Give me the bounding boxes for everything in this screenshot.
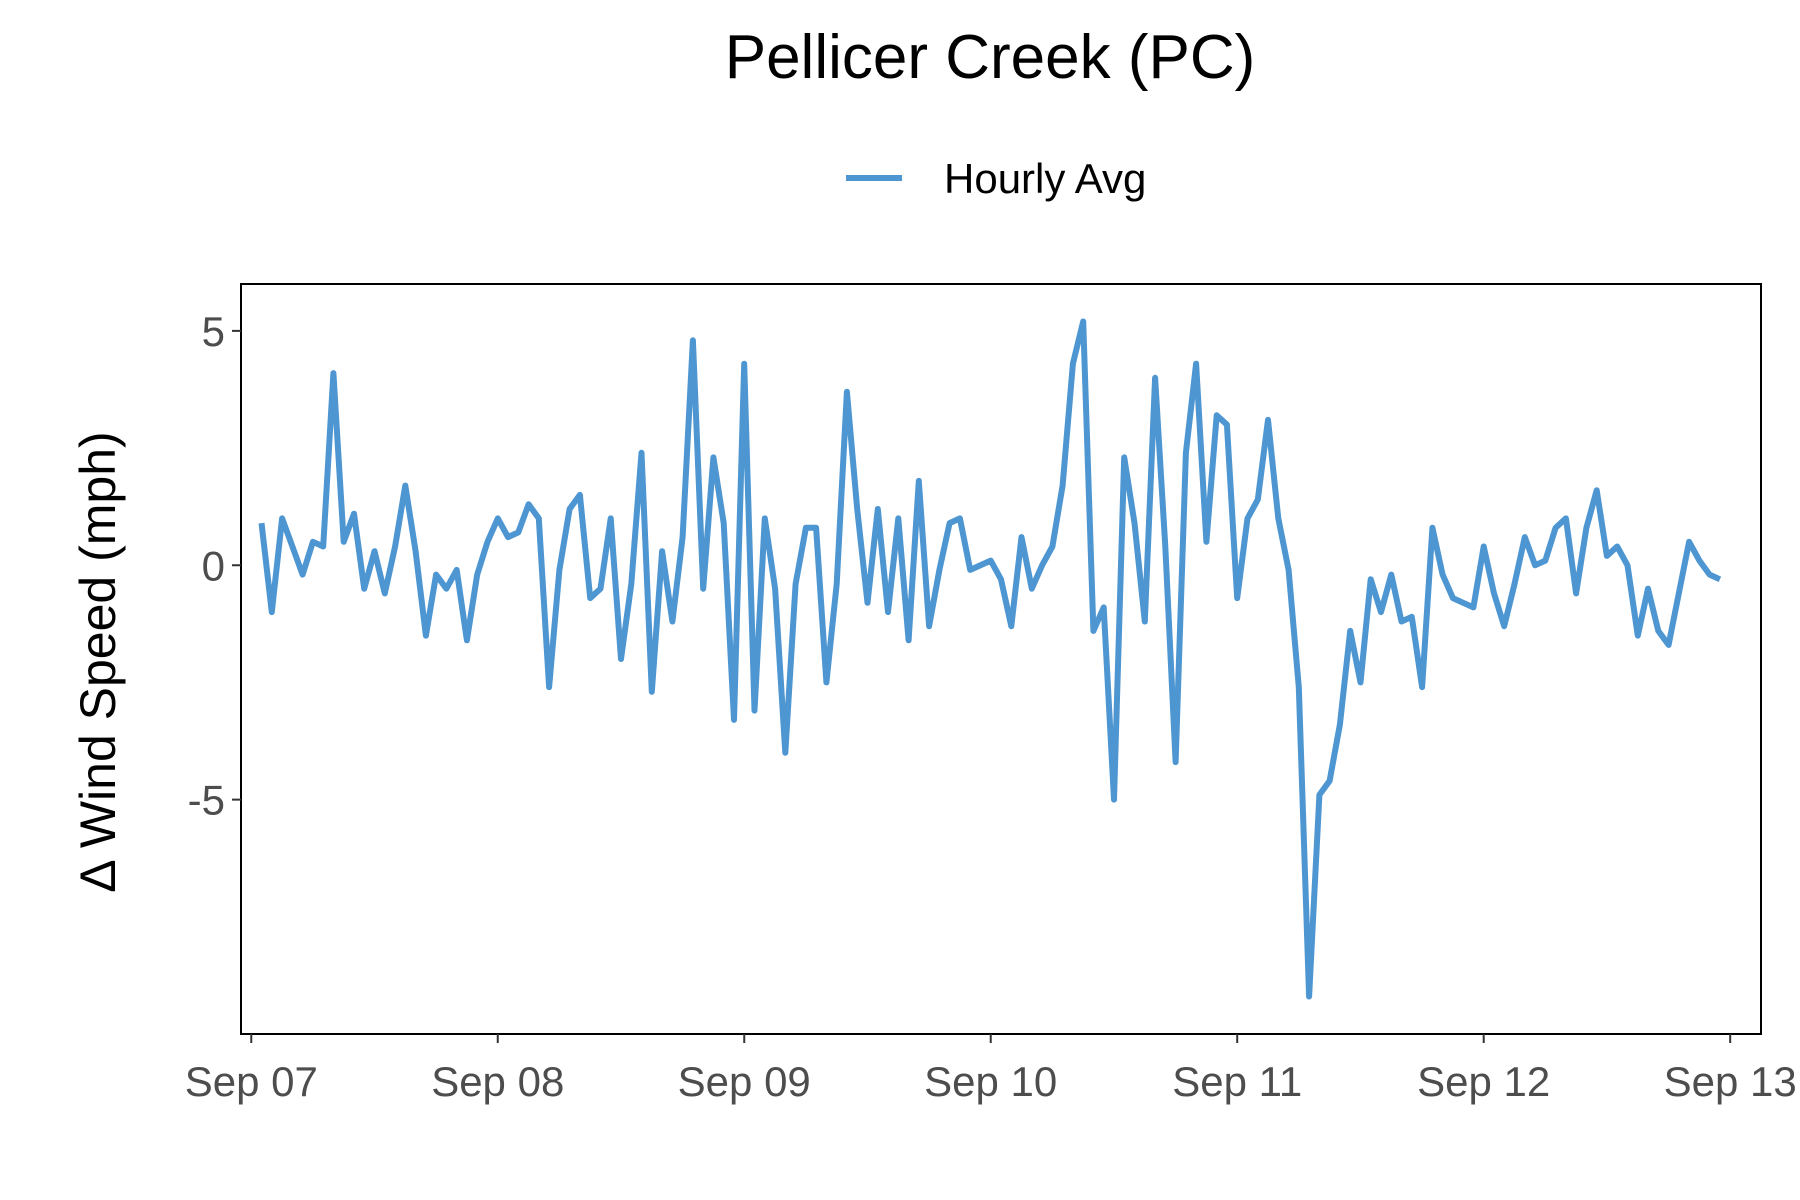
series-layer [258, 318, 1722, 1000]
x-tick-label: Sep 08 [431, 1058, 564, 1105]
y-tick-label: 5 [202, 308, 225, 355]
series-line-hourly-avg [258, 318, 1722, 1000]
x-tick-label: Sep 13 [1664, 1058, 1797, 1105]
chart-title: Pellicer Creek (PC) [725, 23, 1256, 92]
y-axis-label: Δ Wind Speed (mph) [70, 431, 126, 892]
y-axis: 5 0 -5 [188, 308, 241, 824]
x-tick-label: Sep 10 [924, 1058, 1057, 1105]
x-tick-label: Sep 09 [678, 1058, 811, 1105]
x-tick-label: Sep 12 [1417, 1058, 1550, 1105]
x-tick-label: Sep 11 [1172, 1058, 1302, 1105]
x-axis: Sep 07 Sep 08 Sep 09 Sep 10 Sep 11 Sep 12 Sep … [185, 1034, 1797, 1105]
legend: Hourly Avg [846, 155, 1146, 202]
plot-panel-border [240, 283, 1762, 1035]
x-tick-label: Sep 07 [185, 1058, 318, 1105]
y-tick-label: 0 [202, 542, 225, 589]
y-tick-label: -5 [188, 777, 225, 824]
legend-label-hourly-avg: Hourly Avg [944, 155, 1146, 202]
